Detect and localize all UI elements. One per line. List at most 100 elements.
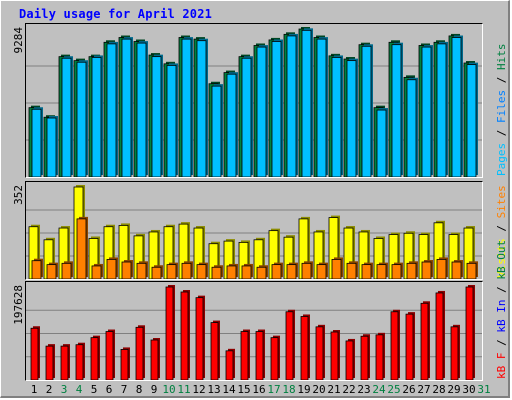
visits-sites-plot <box>26 185 482 280</box>
legend-entry: Visits <box>495 238 508 278</box>
legend-entry: Files <box>495 90 508 123</box>
bar-kbf-day-16 <box>255 329 265 381</box>
bar-pages-day-1 <box>31 107 43 178</box>
x-tick-label: 1 <box>31 383 38 396</box>
bar-pages-day-27 <box>421 45 433 178</box>
x-tick-label: 13 <box>207 383 220 396</box>
bar-sites-day-16 <box>256 265 268 280</box>
bar-sites-day-23 <box>361 262 373 280</box>
bar-kbf-day-9 <box>150 338 160 381</box>
bar-sites-day-15 <box>241 263 253 280</box>
bar-pages-day-22 <box>346 58 358 178</box>
x-tick-label: 21 <box>327 383 340 396</box>
x-tick-label: 7 <box>121 383 128 396</box>
bar-kbf-day-21 <box>330 330 340 381</box>
x-tick-label: 8 <box>136 383 143 396</box>
bar-sites-day-26 <box>406 261 418 280</box>
kbytes-plot <box>26 285 482 381</box>
bar-kbf-day-24 <box>375 332 385 381</box>
bar-kbf-day-3 <box>60 344 70 381</box>
bar-pages-day-11 <box>181 37 193 178</box>
bar-sites-day-2 <box>46 262 58 280</box>
visits-sites-panel <box>25 181 483 280</box>
bar-pages-day-21 <box>331 55 343 178</box>
bar-pages-day-30 <box>466 62 478 178</box>
bar-kbf-day-25 <box>390 309 400 381</box>
bar-kbf-day-5 <box>90 335 100 381</box>
bar-pages-day-15 <box>241 56 253 178</box>
y-max-label: 197628 <box>12 285 25 325</box>
bar-pages-day-16 <box>256 45 268 178</box>
hits-files-pages-plot <box>26 27 482 178</box>
bar-sites-day-8 <box>136 261 148 280</box>
bar-pages-day-24 <box>376 108 388 178</box>
bar-sites-day-12 <box>196 262 208 280</box>
bar-pages-day-26 <box>406 77 418 178</box>
bar-sites-day-28 <box>436 257 448 280</box>
legend-entry: / <box>495 280 508 300</box>
series-legend-label: Pages / Files / Hits <box>495 44 508 177</box>
x-tick-label: 25 <box>387 383 400 396</box>
bar-pages-day-4 <box>76 60 88 178</box>
legend-entry: kB Out <box>495 240 508 280</box>
bar-kbf-day-29 <box>450 324 460 381</box>
x-tick-label: 19 <box>297 383 310 396</box>
bar-pages-day-13 <box>211 84 223 178</box>
bar-pages-day-7 <box>121 37 133 178</box>
x-tick-label: 24 <box>372 383 386 396</box>
x-tick-label: 12 <box>192 383 205 396</box>
hits-files-pages-panel <box>25 23 483 178</box>
bar-pages-day-2 <box>46 116 58 178</box>
bar-kbf-day-30 <box>465 285 475 381</box>
series-legend-label: kB F / kB In / kB Out <box>495 240 508 379</box>
kbytes-panel <box>25 281 483 381</box>
x-tick-label: 6 <box>106 383 113 396</box>
x-tick-label: 29 <box>447 383 460 396</box>
legend-entry: kB In <box>495 300 508 333</box>
bar-kbf-day-6 <box>105 329 115 381</box>
x-tick-label: 20 <box>312 383 325 396</box>
bar-sites-day-9 <box>151 265 163 280</box>
legend-entry: Hits <box>495 44 508 71</box>
bar-kbf-day-4 <box>75 342 85 381</box>
x-tick-label: 23 <box>357 383 370 396</box>
bar-sites-day-25 <box>391 262 403 280</box>
bar-pages-day-6 <box>106 41 118 178</box>
bar-kbf-day-10 <box>165 285 175 381</box>
bar-pages-day-9 <box>151 54 163 178</box>
bar-kbf-day-14 <box>225 348 235 381</box>
bar-sites-day-27 <box>421 260 433 280</box>
y-max-label: 352 <box>12 185 25 205</box>
x-tick-label: 16 <box>252 383 265 396</box>
x-tick-label: 14 <box>222 383 236 396</box>
x-tick-label: 9 <box>151 383 158 396</box>
bar-sites-day-11 <box>181 261 193 280</box>
bar-pages-day-17 <box>271 39 283 178</box>
x-tick-label: 2 <box>46 383 53 396</box>
legend-entry: Pages <box>495 143 508 176</box>
bar-sites-day-14 <box>226 263 238 280</box>
bar-sites-day-18 <box>286 262 298 280</box>
x-tick-label: 5 <box>91 383 98 396</box>
legend-entry: / <box>495 333 508 353</box>
bar-kbf-day-18 <box>285 309 295 381</box>
x-tick-label: 26 <box>402 383 415 396</box>
x-tick-label: 4 <box>76 383 83 396</box>
bar-kbf-day-13 <box>210 320 220 381</box>
bar-sites-day-21 <box>331 257 343 280</box>
bar-sites-day-22 <box>346 261 358 280</box>
bar-sites-day-7 <box>121 260 133 280</box>
bar-pages-day-3 <box>61 56 73 178</box>
bar-kbf-day-1 <box>30 326 40 381</box>
legend-entry: / <box>495 70 508 90</box>
bar-pages-day-19 <box>301 28 313 178</box>
bar-pages-day-23 <box>361 44 373 178</box>
bar-kbf-day-8 <box>135 325 145 381</box>
bar-pages-day-20 <box>316 37 328 178</box>
bar-kbf-day-28 <box>435 290 445 381</box>
bar-pages-day-14 <box>226 72 238 178</box>
bar-pages-day-5 <box>91 55 103 178</box>
bar-pages-day-29 <box>451 35 463 178</box>
x-tick-label: 18 <box>282 383 295 396</box>
